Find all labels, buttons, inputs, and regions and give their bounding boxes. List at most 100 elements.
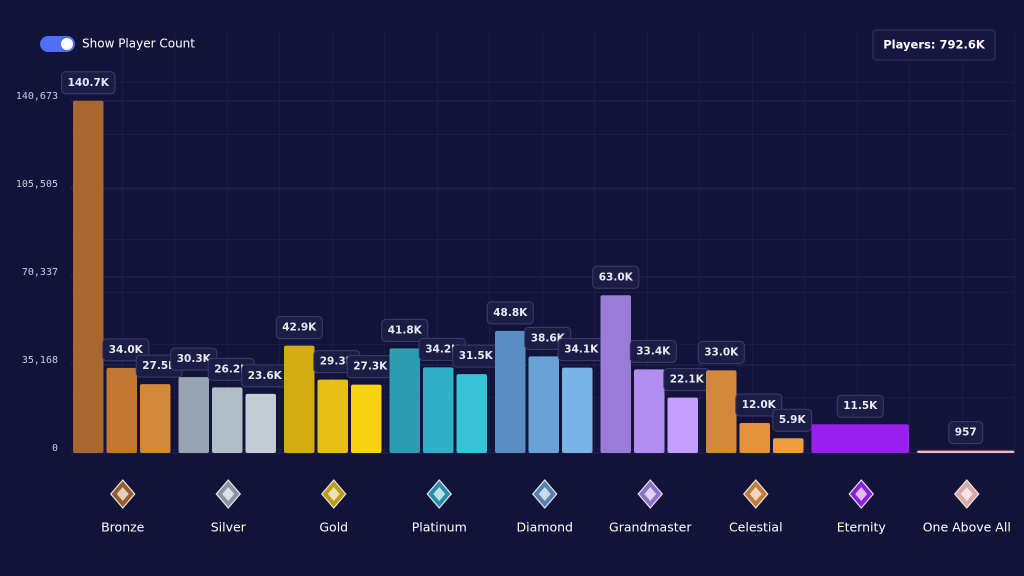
value-label-text: 23.6K [248,370,283,382]
value-label-text: 33.4K [636,345,671,357]
bar [917,450,1015,453]
value-label: 957 [948,421,984,445]
value-label-text: 33.0K [704,346,739,358]
value-label: 41.8K [381,318,429,342]
value-label: 11.5K [836,394,884,418]
x-tick-label: Platinum [412,520,467,535]
bar [667,397,698,453]
value-label-text: 42.9K [282,322,317,334]
toggle-knob [61,38,73,50]
value-label-text: 34.2K [425,343,460,355]
value-label-box [735,393,783,417]
x-tick-label: Grandmaster [609,520,692,535]
value-label-box [102,338,150,362]
y-tick-label: 35,168 [22,355,58,366]
rank-icon-inner [644,487,657,501]
value-label: 140.7K [61,71,116,95]
bar [773,438,804,453]
value-label: 22.1K [663,368,711,392]
x-tick-label: Gold [319,520,348,535]
value-label-box [836,394,884,418]
value-label-box [592,265,640,289]
value-label-text: 26.2K [214,363,249,375]
value-label-text: 41.8K [388,324,423,336]
value-label-box [948,421,984,445]
bar [456,374,487,453]
value-label: 34.1K [557,338,605,362]
value-label: 42.9K [275,316,323,340]
value-label: 33.4K [629,339,677,363]
bar [140,384,171,453]
value-label: 63.0K [592,265,640,289]
value-label-text: 140.7K [68,77,110,89]
rank-icon-inner [960,487,973,501]
x-tick-label: Silver [211,520,247,535]
value-label: 23.6K [241,364,289,388]
value-label-box [381,318,429,342]
bar [706,370,737,453]
value-label: 31.5K [452,344,500,368]
value-label: 48.8K [486,301,534,325]
bar [106,367,137,453]
value-label: 5.9K [772,408,813,432]
x-tick-label: Diamond [517,520,573,535]
y-tick-label: 140,673 [16,91,58,102]
value-label-text: 27.3K [353,361,388,373]
players-total: Players: 792.6K [883,38,986,52]
toggle[interactable] [40,36,75,52]
value-label-text: 957 [955,427,977,439]
toggle-label: Show Player Count [82,37,195,51]
bar [284,345,315,453]
rank-icon-inner [538,487,551,501]
y-tick-label: 0 [52,443,58,454]
bar [73,100,104,453]
value-label: 34.0K [102,338,150,362]
bar [811,424,909,453]
value-label-box [772,408,813,432]
players-box [872,29,996,61]
value-label: 27.3K [346,355,394,379]
value-label-box [629,339,677,363]
rank-icon-inner [327,487,340,501]
bar [528,356,559,453]
bar [212,387,243,453]
bar [351,384,382,453]
bar [317,379,348,453]
value-label-text: 5.9K [779,414,807,426]
bar [245,393,276,453]
value-label-text: 31.5K [459,350,494,362]
bar [178,377,209,453]
rank-icon-inner [855,487,868,501]
bar [634,369,665,453]
y-tick-label: 70,337 [22,267,58,278]
value-label-box [275,316,323,340]
value-label: 30.3K [170,347,218,371]
value-label: 33.0K [697,340,745,364]
value-label-text: 27.5K [142,360,177,372]
value-label-text: 11.5K [843,400,878,412]
rank-icon-inner [749,487,762,501]
rank-icon-inner [222,487,235,501]
value-label-text: 22.1K [670,374,705,386]
bar [600,295,631,453]
bar [562,367,593,453]
rank-icon-inner [433,487,446,501]
value-label-text: 38.6K [531,332,566,344]
x-tick-label: Bronze [101,520,145,535]
value-label-text: 12.0K [742,399,777,411]
rank-icon-inner [116,487,129,501]
x-tick-label: Eternity [837,520,887,535]
bar [495,330,526,453]
value-label-box [486,301,534,325]
value-label-text: 29.3K [320,356,355,368]
value-label: 12.0K [735,393,783,417]
value-label-text: 48.8K [493,307,528,319]
bar [423,367,454,453]
value-label-text: 34.0K [109,344,144,356]
bar [389,348,420,453]
value-label-text: 30.3K [177,353,212,365]
value-label-text: 34.1K [564,344,599,356]
bar [739,422,770,453]
y-tick-label: 105,505 [16,179,58,190]
